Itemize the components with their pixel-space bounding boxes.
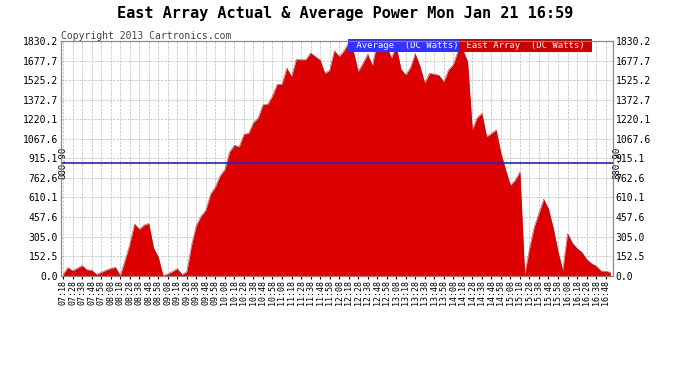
Text: East Array  (DC Watts): East Array (DC Watts) <box>461 41 590 50</box>
Text: 880.90: 880.90 <box>58 147 68 179</box>
Text: 880.90: 880.90 <box>613 147 622 179</box>
Text: East Array Actual & Average Power Mon Jan 21 16:59: East Array Actual & Average Power Mon Ja… <box>117 6 573 21</box>
Text: Average  (DC Watts): Average (DC Watts) <box>351 41 464 50</box>
Text: Copyright 2013 Cartronics.com: Copyright 2013 Cartronics.com <box>61 31 231 41</box>
